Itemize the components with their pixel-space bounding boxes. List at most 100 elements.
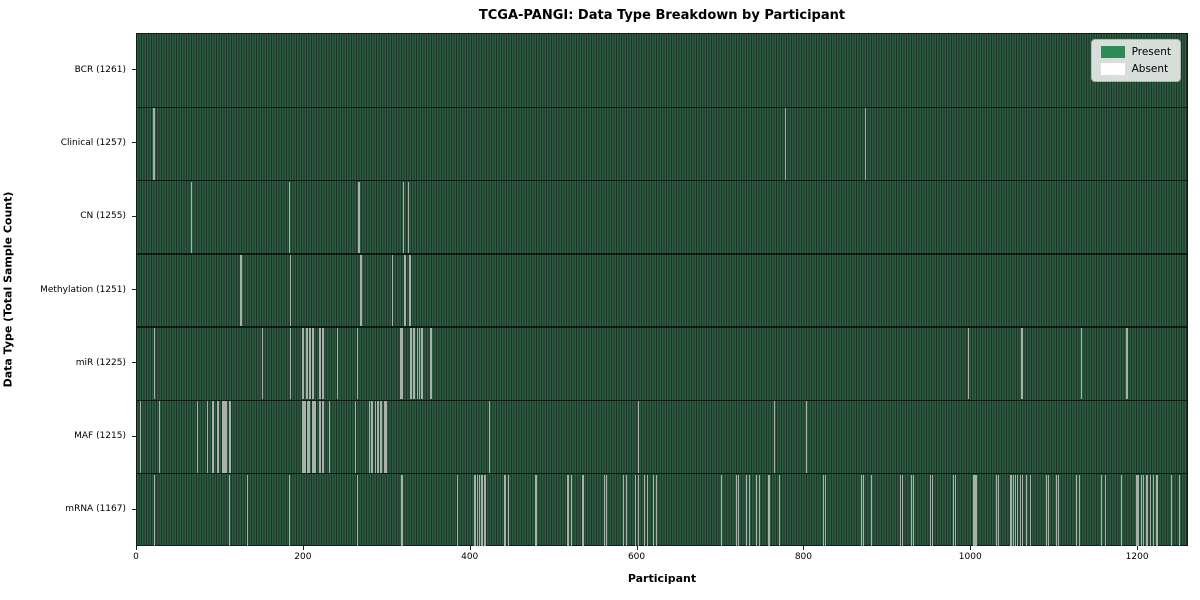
absent-mark <box>1010 474 1012 546</box>
absent-mark <box>737 474 739 546</box>
absent-mark <box>484 474 486 546</box>
absent-mark <box>484 474 486 546</box>
x-tick-label: 400 <box>461 552 479 562</box>
absent-mark <box>401 474 403 546</box>
absent-mark <box>1153 474 1155 546</box>
absent-mark <box>1156 474 1158 546</box>
absent-mark <box>1078 474 1080 546</box>
absent-mark <box>1140 474 1142 546</box>
x-tick-mark <box>636 546 638 550</box>
legend: Present Absent <box>1090 39 1181 82</box>
absent-mark <box>309 328 311 400</box>
absent-mark <box>307 328 309 400</box>
absent-mark <box>371 401 373 473</box>
absent-mark <box>504 474 506 546</box>
absent-mark <box>379 401 381 473</box>
absent-mark <box>646 474 648 546</box>
absent-mark <box>404 254 406 327</box>
absent-mark <box>1021 328 1023 400</box>
absent-mark <box>1058 474 1060 546</box>
absent-mark <box>413 328 415 400</box>
absent-mark <box>604 474 606 546</box>
present-swatch <box>1100 46 1125 58</box>
absent-mark <box>392 254 394 327</box>
absent-mark <box>997 474 1000 546</box>
absent-mark <box>402 328 404 400</box>
absent-mark <box>312 328 314 400</box>
absent-mark <box>418 328 421 400</box>
absent-mark <box>623 474 625 546</box>
absent-mark <box>413 328 416 400</box>
y-tick-label: CN (1255) <box>80 211 126 222</box>
absent-mark <box>289 328 291 400</box>
absent-mark <box>779 474 781 546</box>
y-tick-mark <box>132 142 136 144</box>
absent-mark <box>303 401 305 473</box>
y-tick-label: mRNA (1167) <box>65 504 126 515</box>
absent-mark <box>1127 328 1129 400</box>
absent-mark <box>313 401 315 473</box>
absent-mark <box>644 474 646 546</box>
absent-mark <box>967 328 969 400</box>
absent-swatch <box>1100 63 1125 75</box>
absent-mark <box>1048 474 1050 546</box>
row-separator <box>137 399 1187 402</box>
absent-mark <box>322 401 324 473</box>
absent-mark <box>323 328 325 400</box>
absent-mark <box>489 401 491 473</box>
absent-mark <box>288 181 290 253</box>
y-tick-mark <box>132 215 136 217</box>
absent-mark <box>308 328 310 400</box>
absent-mark <box>952 474 954 546</box>
absent-mark <box>871 474 873 546</box>
chart-title: TCGA-PANGI: Data Type Breakdown by Parti… <box>478 8 846 23</box>
absent-mark <box>372 401 374 473</box>
absent-mark <box>900 474 902 546</box>
absent-mark <box>422 328 424 400</box>
absent-mark <box>756 474 758 546</box>
absent-mark <box>302 401 304 473</box>
absent-mark <box>508 474 510 546</box>
absent-mark <box>323 401 325 473</box>
absent-mark <box>653 474 655 546</box>
absent-mark <box>1017 474 1019 546</box>
absent-mark <box>197 401 199 473</box>
absent-mark <box>429 328 431 400</box>
absent-mark <box>384 401 386 473</box>
absent-mark <box>474 474 476 546</box>
absent-mark <box>1101 474 1103 546</box>
absent-mark <box>902 474 904 546</box>
absent-mark <box>735 474 738 546</box>
absent-mark <box>1081 328 1083 400</box>
absent-mark <box>534 474 537 546</box>
legend-item-label: Absent <box>1131 63 1169 75</box>
absent-mark <box>477 474 479 546</box>
absent-mark <box>158 401 160 473</box>
absent-mark <box>228 474 230 546</box>
absent-mark <box>1146 474 1148 546</box>
absent-mark <box>954 474 956 546</box>
absent-mark <box>217 401 219 473</box>
absent-mark <box>1019 474 1021 546</box>
legend-item: Absent <box>1100 63 1171 75</box>
legend-item: Present <box>1100 46 1171 58</box>
y-tick-mark <box>132 362 136 364</box>
absent-mark <box>1136 474 1138 546</box>
absent-mark <box>318 328 320 400</box>
absent-mark <box>973 474 975 546</box>
absent-mark <box>225 401 227 473</box>
absent-mark <box>262 328 264 400</box>
x-tick-label: 600 <box>627 552 646 562</box>
absent-mark <box>308 401 310 473</box>
absent-mark <box>360 254 362 327</box>
absent-mark <box>380 401 382 473</box>
row-separator <box>137 326 1187 328</box>
absent-mark <box>153 474 155 546</box>
y-tick-label: miR (1225) <box>75 357 126 368</box>
absent-mark <box>247 474 249 546</box>
absent-mark <box>1138 474 1140 546</box>
x-tick-label: 800 <box>794 552 812 562</box>
row-separator <box>137 106 1187 108</box>
absent-mark <box>605 474 607 546</box>
absent-mark <box>408 254 411 327</box>
